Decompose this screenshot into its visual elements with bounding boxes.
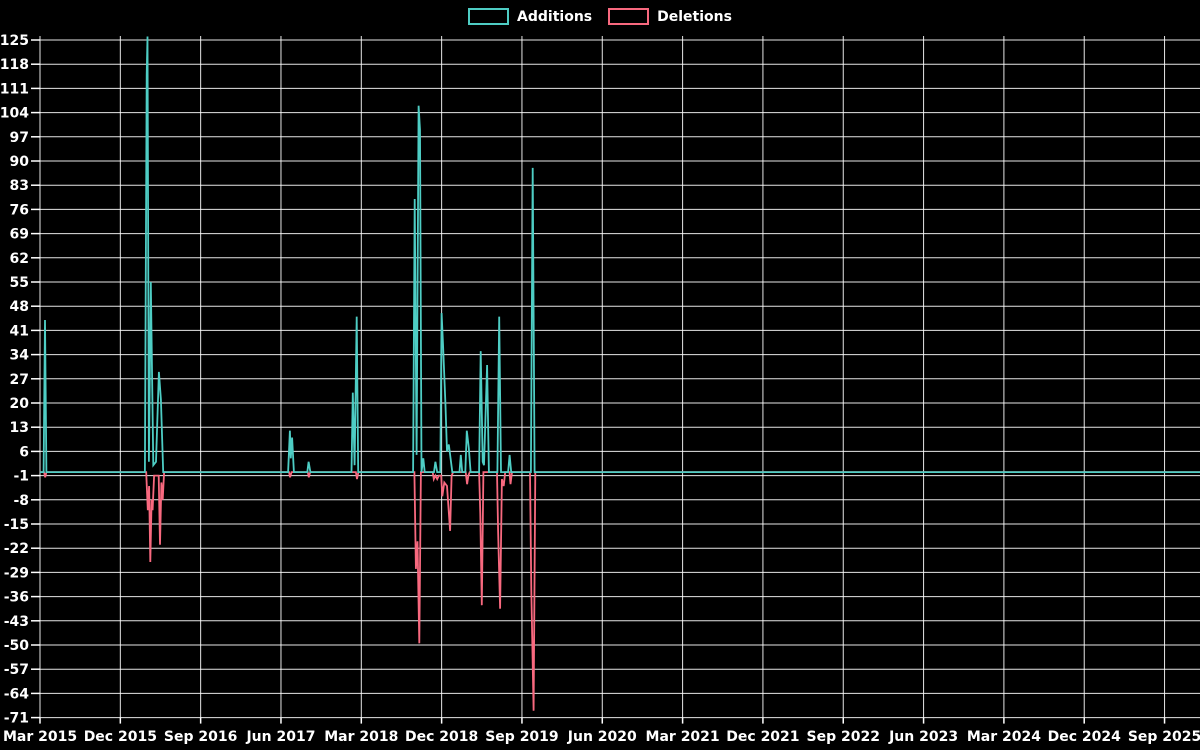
y-tick-label: -50 bbox=[4, 638, 30, 654]
x-tick-label: Mar 2018 bbox=[324, 729, 398, 745]
legend-item-additions[interactable]: Additions bbox=[468, 8, 592, 25]
x-tick-label: Mar 2024 bbox=[967, 729, 1041, 745]
y-tick-label: -57 bbox=[4, 662, 29, 678]
x-tick-label: Sep 2022 bbox=[807, 729, 880, 745]
legend-label-deletions: Deletions bbox=[657, 8, 732, 25]
y-tick-label: 97 bbox=[10, 130, 29, 146]
y-tick-label: 34 bbox=[10, 348, 30, 364]
y-tick-label: -71 bbox=[4, 711, 29, 727]
y-tick-label: 27 bbox=[10, 372, 29, 388]
x-tick-label: Sep 2025 bbox=[1128, 729, 1200, 745]
y-tick-label: 6 bbox=[19, 444, 29, 460]
x-tick-label: Dec 2021 bbox=[726, 729, 799, 745]
y-tick-label: -1 bbox=[13, 469, 29, 485]
deletions-swatch-icon bbox=[608, 8, 650, 25]
y-tick-label: 90 bbox=[10, 154, 30, 170]
x-tick-label: Dec 2018 bbox=[405, 729, 478, 745]
y-tick-label: -29 bbox=[4, 565, 29, 581]
additions-swatch-icon bbox=[468, 8, 510, 25]
y-tick-label: 20 bbox=[10, 396, 30, 412]
y-tick-label: 13 bbox=[10, 420, 29, 436]
y-tick-label: 41 bbox=[10, 323, 29, 339]
y-tick-label: 111 bbox=[0, 81, 29, 97]
y-tick-label: 76 bbox=[10, 202, 29, 218]
chart-legend: Additions Deletions bbox=[0, 8, 1200, 25]
x-tick-label: Mar 2021 bbox=[646, 729, 720, 745]
y-tick-label: -22 bbox=[4, 541, 29, 557]
x-tick-label: Sep 2016 bbox=[164, 729, 237, 745]
legend-item-deletions[interactable]: Deletions bbox=[608, 8, 732, 25]
x-tick-label: Mar 2015 bbox=[3, 729, 77, 745]
y-tick-label: -15 bbox=[4, 517, 29, 533]
y-tick-label: 69 bbox=[10, 227, 29, 243]
y-tick-label: -43 bbox=[4, 614, 29, 630]
x-tick-label: Dec 2015 bbox=[84, 729, 157, 745]
y-tick-label: 125 bbox=[0, 33, 29, 49]
x-tick-label: Jun 2017 bbox=[245, 729, 315, 745]
x-tick-label: Jun 2023 bbox=[888, 729, 958, 745]
deletions-line bbox=[40, 471, 1200, 711]
y-tick-label: 55 bbox=[10, 275, 29, 291]
y-tick-label: 48 bbox=[10, 299, 29, 315]
y-tick-label: 104 bbox=[0, 106, 29, 122]
x-tick-label: Dec 2024 bbox=[1048, 729, 1122, 745]
legend-label-additions: Additions bbox=[517, 8, 593, 25]
additions-line bbox=[40, 36, 1200, 473]
y-tick-label: -8 bbox=[13, 493, 29, 509]
y-tick-label: 62 bbox=[10, 251, 29, 267]
y-tick-label: 83 bbox=[10, 178, 29, 194]
x-tick-label: Sep 2019 bbox=[485, 729, 558, 745]
y-tick-label: 118 bbox=[0, 57, 29, 73]
y-tick-label: -36 bbox=[4, 590, 29, 606]
y-tick-label: -64 bbox=[4, 686, 30, 702]
x-tick-label: Jun 2020 bbox=[567, 729, 637, 745]
